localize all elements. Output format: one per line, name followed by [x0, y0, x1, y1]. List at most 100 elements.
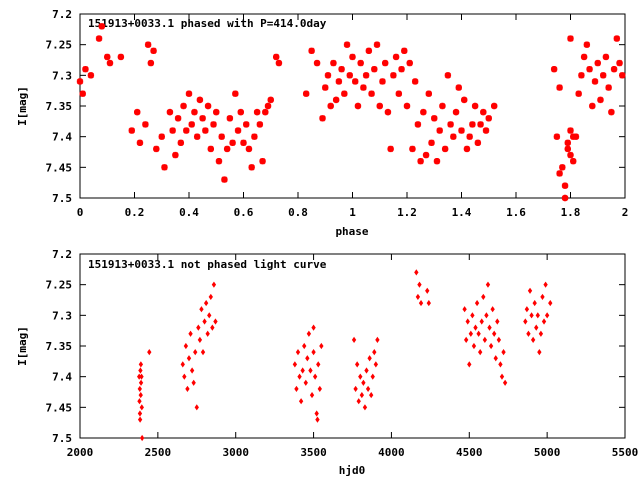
unphased-x-tick-label: 3500	[300, 446, 327, 459]
phased-data-point	[104, 53, 111, 61]
unphased-data-point	[196, 324, 201, 331]
phased-data-point	[332, 96, 340, 104]
phased-data-point	[409, 145, 416, 153]
phased-data-point	[172, 151, 179, 159]
unphased-data-point	[139, 404, 144, 411]
phased-data-point	[180, 102, 187, 110]
phased-data-point	[567, 151, 574, 159]
phased-data-point	[251, 133, 258, 140]
phased-y-tick-label: 7.45	[46, 161, 73, 174]
unphased-data-point	[213, 318, 218, 325]
phased-data-point	[275, 59, 283, 67]
unphased-data-point	[425, 287, 430, 294]
unphased-data-point	[208, 293, 213, 301]
unphased-data-point	[361, 379, 366, 386]
phased-data-point	[313, 59, 321, 67]
unphased-data-point	[183, 342, 189, 350]
phased-data-point	[613, 35, 621, 42]
unphased-data-point	[139, 434, 145, 442]
phased-data-point	[319, 115, 326, 122]
phased-data-point	[610, 66, 618, 73]
phased-data-point	[147, 59, 155, 67]
phased-data-point	[128, 127, 135, 134]
phased-data-point	[556, 84, 563, 91]
phased-data-point	[335, 78, 343, 85]
unphased-y-tick-label: 7.2	[52, 248, 72, 261]
unphased-data-point	[186, 355, 192, 362]
unphased-data-point	[197, 336, 203, 343]
phased-data-point	[199, 115, 206, 122]
phased-data-point	[357, 59, 364, 67]
phased-data-point	[360, 84, 367, 91]
phased-x-axis-label: phase	[335, 225, 368, 238]
phased-data-point	[608, 108, 615, 116]
phased-data-point	[428, 139, 435, 146]
phased-data-point	[417, 158, 424, 165]
unphased-data-point	[138, 361, 144, 368]
unphased-data-point	[523, 318, 528, 325]
phased-data-point	[561, 182, 569, 189]
unphased-data-point	[490, 306, 495, 313]
unphased-y-tick-label: 7.5	[52, 432, 72, 445]
phased-data-point	[452, 108, 460, 116]
phased-data-point	[302, 90, 310, 97]
phased-data-point	[166, 108, 174, 116]
unphased-data-point	[312, 373, 318, 380]
phased-data-point	[76, 78, 84, 85]
phased-data-point	[248, 164, 255, 171]
unphased-panel: 151913+0033.1 not phased light curve hjd…	[16, 248, 638, 477]
unphased-axis-ticks: 2000 2500 3000 3500 4000 4500 5000 5500 7.2 7.25 7…	[46, 248, 639, 459]
phased-data-point	[210, 121, 217, 128]
phased-data-point	[330, 59, 337, 67]
phased-data-point	[559, 164, 566, 171]
phased-data-point	[142, 121, 149, 128]
unphased-data-point	[194, 404, 199, 411]
phased-data-point	[553, 133, 561, 140]
phased-data-point	[204, 102, 212, 110]
unphased-data-point	[548, 299, 553, 307]
phased-data-point	[259, 158, 266, 165]
phased-data-point	[95, 35, 103, 42]
unphased-data-point	[317, 385, 322, 393]
phased-data-point	[174, 115, 182, 122]
phased-y-tick-label: 7.5	[52, 192, 72, 205]
unphased-data-point	[426, 299, 431, 307]
unphased-data-point	[295, 349, 301, 356]
phased-data-point	[207, 145, 214, 153]
phased-chart-title: 151913+0033.1 phased with P=414.0day	[88, 17, 327, 30]
phased-data-point	[183, 127, 190, 134]
phased-data-point	[600, 72, 607, 79]
unphased-data-point	[362, 404, 368, 411]
phased-data-point	[616, 59, 623, 67]
phased-data-point	[144, 41, 152, 48]
phased-data-point	[229, 139, 236, 146]
phased-data-points	[76, 23, 626, 202]
phased-data-point	[436, 127, 443, 134]
unphased-data-point	[534, 324, 539, 331]
unphased-x-tick-label: 2000	[67, 446, 94, 459]
phased-data-point	[202, 127, 209, 134]
unphased-data-point	[498, 361, 503, 368]
unphased-data-point	[529, 312, 534, 319]
unphased-y-tick-label: 7.4	[52, 371, 72, 384]
phased-x-tick-label: 0	[77, 206, 84, 219]
phased-data-point	[594, 59, 601, 67]
unphased-data-point	[487, 324, 492, 331]
unphased-data-point	[137, 398, 142, 405]
phased-data-point	[482, 127, 490, 134]
phased-data-point	[354, 102, 362, 110]
phased-data-point	[169, 127, 176, 134]
phased-data-point	[564, 139, 571, 146]
phased-data-point	[262, 108, 269, 116]
unphased-data-point	[138, 379, 144, 386]
phased-data-point	[591, 78, 599, 85]
phased-data-point	[605, 84, 612, 91]
phased-data-point	[556, 170, 563, 177]
phased-data-point	[491, 102, 498, 110]
unphased-x-tick-label: 3000	[222, 446, 249, 459]
phased-data-point	[191, 108, 198, 116]
phased-data-point	[414, 121, 422, 128]
phased-data-point	[362, 72, 370, 79]
phased-data-point	[193, 133, 201, 140]
